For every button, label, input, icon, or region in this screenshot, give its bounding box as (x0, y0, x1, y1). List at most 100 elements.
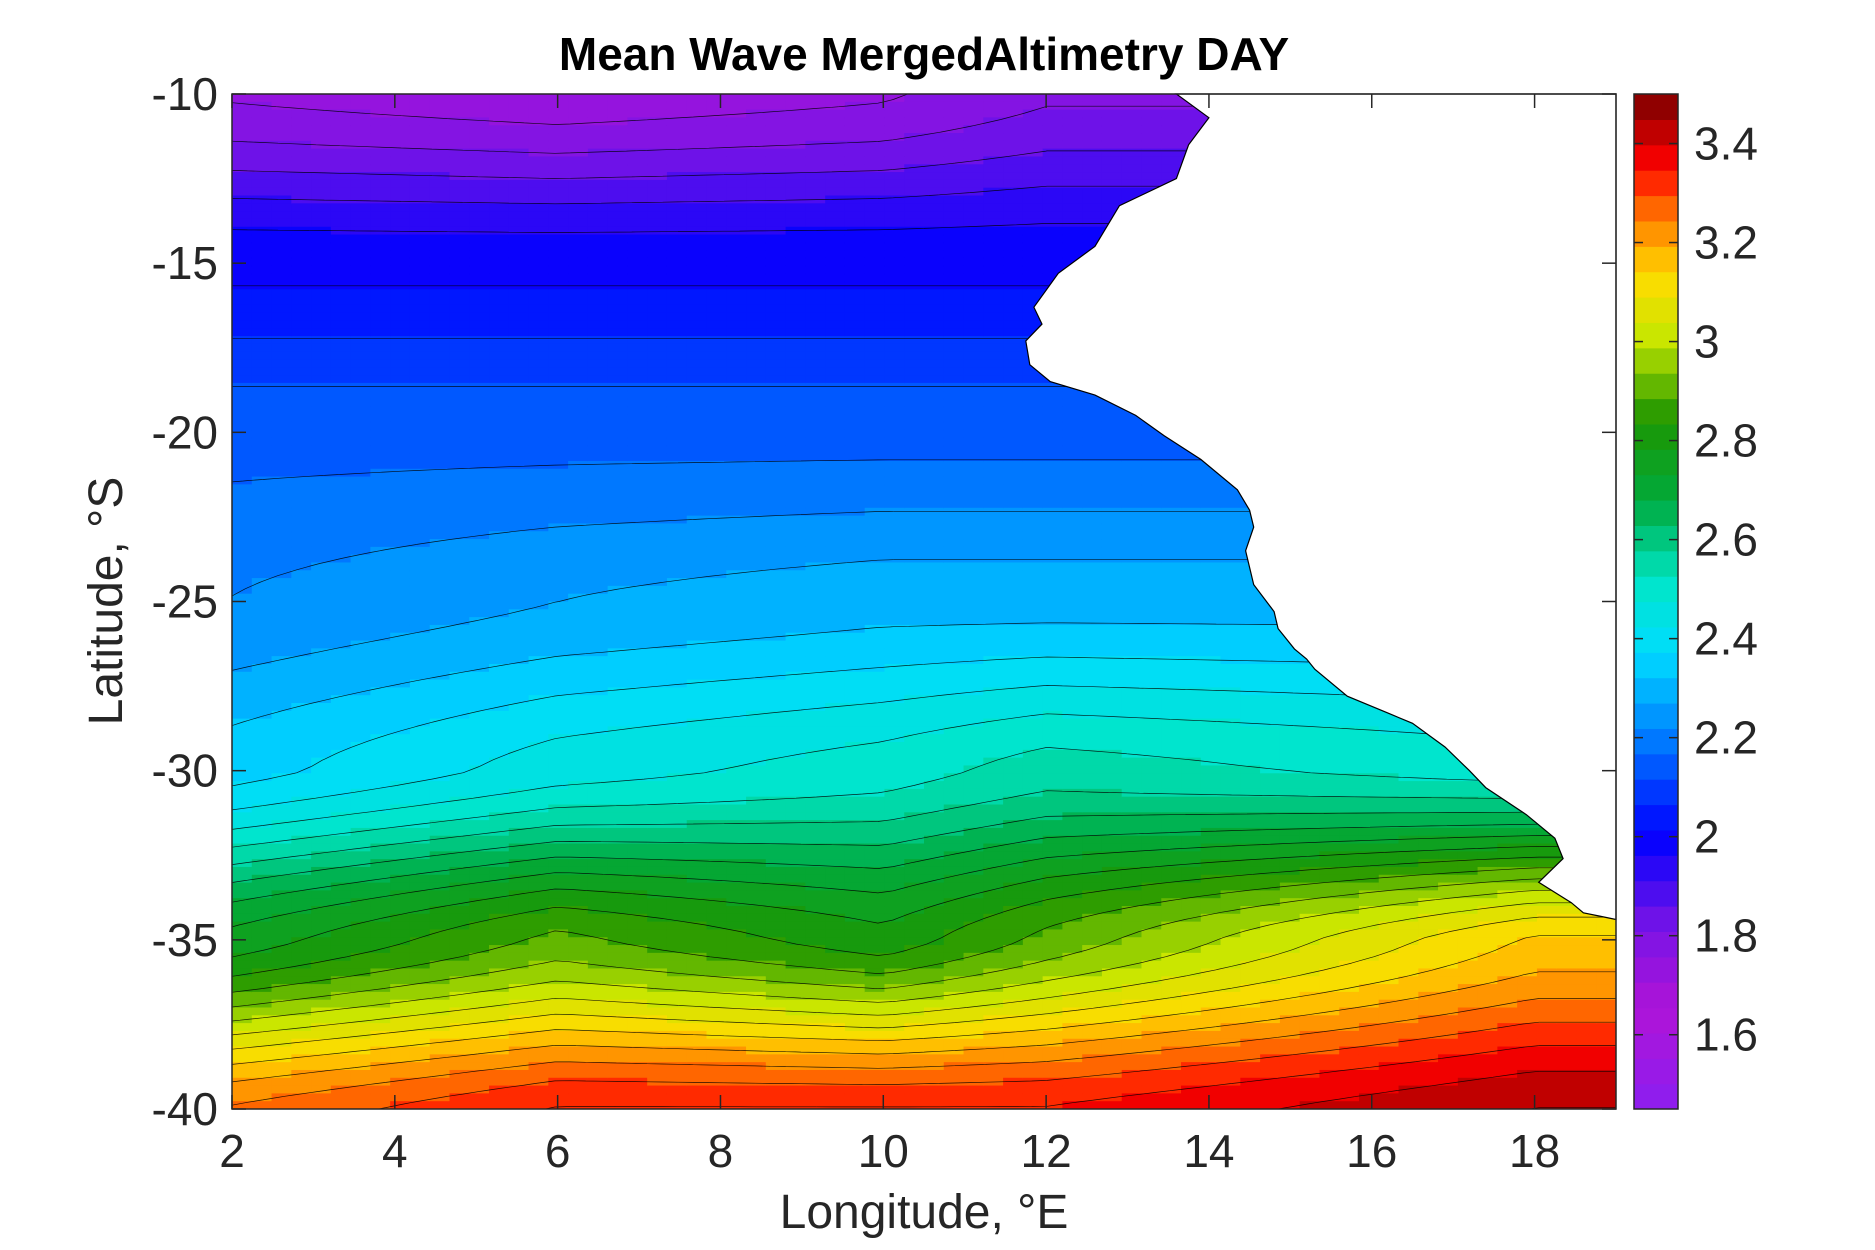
field-cell (884, 913, 906, 923)
field-cell (844, 1085, 866, 1095)
field-cell (350, 624, 372, 634)
field-cell (390, 929, 411, 939)
field-cell (311, 827, 332, 837)
field-cell (686, 289, 708, 298)
field-cell (548, 320, 569, 330)
field-cell (469, 367, 490, 376)
field-cell (785, 218, 807, 228)
field-cell (943, 1069, 965, 1079)
field-cell (983, 257, 1004, 267)
field-cell (884, 788, 906, 798)
field-cell (963, 289, 985, 298)
field-cell (963, 179, 985, 189)
field-cell (271, 820, 293, 829)
field-cell (232, 179, 253, 189)
field-cell (884, 679, 906, 689)
field-cell (568, 1030, 589, 1040)
field-cell (943, 375, 965, 384)
field-cell (449, 187, 471, 197)
field-cell (746, 343, 767, 353)
field-cell (330, 788, 352, 798)
field-cell (311, 515, 332, 525)
field-cell (251, 859, 273, 868)
field-cell (943, 968, 965, 978)
field-cell (251, 468, 273, 478)
field-cell (924, 991, 945, 1001)
field-cell (825, 656, 846, 665)
field-cell (686, 703, 708, 712)
field-cell (844, 218, 866, 228)
field-cell (449, 1054, 471, 1063)
field-cell (647, 1054, 668, 1063)
field-cell (587, 164, 609, 173)
field-cell (469, 453, 490, 462)
field-cell (647, 788, 668, 798)
field-cell (350, 726, 372, 736)
field-cell (548, 804, 569, 814)
field-cell (765, 140, 787, 150)
field-cell (568, 890, 589, 899)
field-cell (765, 234, 787, 244)
field-cell (528, 1101, 550, 1109)
field-cell (508, 507, 530, 517)
field-cell (983, 445, 1004, 454)
field-cell (825, 1069, 846, 1079)
field-cell (528, 117, 550, 127)
field-cell (666, 929, 688, 939)
field-cell (568, 570, 589, 579)
field-cell (904, 742, 925, 751)
field-cell (666, 695, 688, 704)
field-cell (449, 211, 471, 220)
field-cell (409, 382, 431, 392)
field-cell (508, 133, 530, 142)
field-cell (904, 492, 925, 501)
field-cell (330, 94, 352, 103)
field-cell (568, 843, 589, 853)
field-cell (330, 1038, 352, 1048)
field-cell (825, 312, 846, 322)
field-cell (746, 460, 767, 470)
field-cell (765, 172, 787, 181)
field-cell (706, 343, 728, 353)
field-cell (271, 952, 293, 962)
field-cell (409, 781, 431, 790)
field-cell (350, 265, 372, 275)
field-cell (508, 734, 530, 743)
field-cell (825, 1015, 846, 1024)
field-cell (686, 164, 708, 173)
field-cell (449, 835, 471, 845)
field-cell (904, 710, 925, 720)
field-cell (904, 757, 925, 767)
field-cell (587, 703, 609, 712)
field-cell (232, 140, 253, 150)
field-cell (587, 742, 609, 751)
field-cell (251, 234, 273, 244)
field-cell (528, 351, 550, 361)
field-cell (963, 742, 985, 751)
field-cell (330, 273, 352, 283)
field-cell (904, 172, 925, 181)
field-cell (805, 492, 826, 501)
field-cell (330, 781, 352, 790)
field-cell (726, 593, 747, 603)
field-cell (825, 297, 846, 306)
field-cell (449, 656, 471, 665)
field-cell (251, 265, 273, 275)
field-cell (251, 812, 273, 821)
field-cell (489, 406, 510, 415)
field-cell (805, 1054, 826, 1063)
field-cell (528, 453, 550, 462)
field-cell (232, 679, 253, 689)
field-cell (726, 546, 747, 556)
field-cell (627, 687, 648, 696)
field-cell (350, 1023, 372, 1032)
field-cell (390, 187, 411, 197)
field-cell (568, 812, 589, 821)
field-cell (370, 718, 391, 728)
field-cell (746, 960, 767, 970)
field-cell (469, 336, 490, 345)
field-cell (350, 898, 372, 907)
field-cell (726, 218, 747, 228)
field-cell (904, 663, 925, 673)
field-cell (666, 546, 688, 556)
